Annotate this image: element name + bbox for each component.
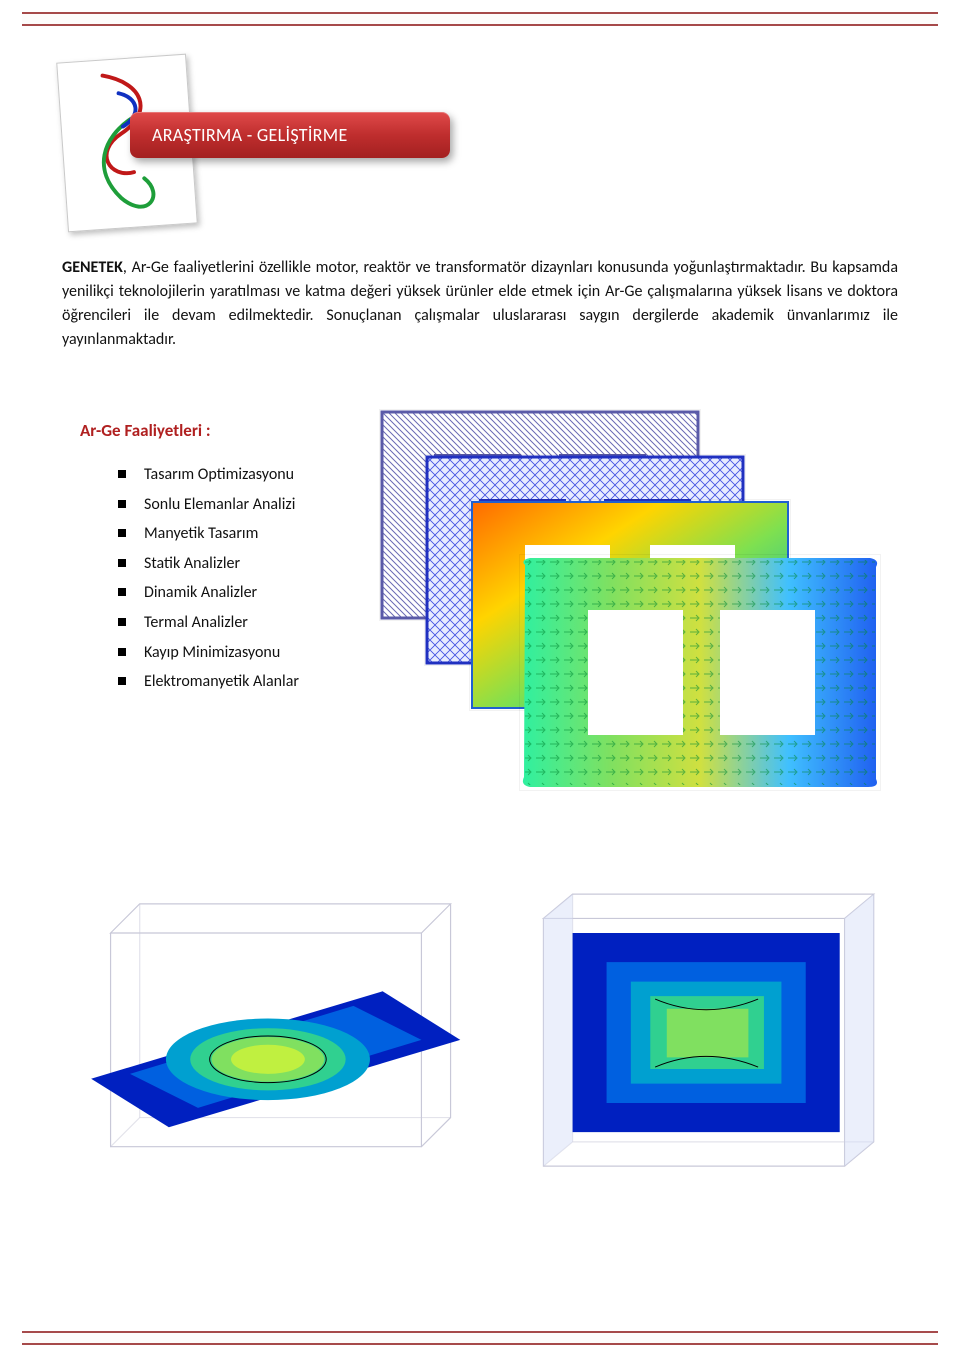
section-banner: ARAŞTIRMA - GELİŞTİRME: [130, 112, 450, 158]
banner-title: ARAŞTIRMA - GELİŞTİRME: [152, 124, 348, 146]
list-item: Kayıp Minimizasyonu: [118, 638, 299, 668]
fea-cascade-figure: [380, 410, 890, 800]
activities-list: Tasarım Optimizasyonu Sonlu Elemanlar An…: [118, 460, 299, 697]
intro-lead: GENETEK: [62, 258, 123, 277]
bottom-rule: [22, 1331, 938, 1345]
list-item: Termal Analizler: [118, 608, 299, 638]
list-item-label: Manyetik Tasarım: [144, 524, 258, 543]
list-item: Dinamik Analizler: [118, 578, 299, 608]
field-plot-left: [62, 870, 470, 1200]
list-item-label: Termal Analizler: [144, 613, 248, 632]
list-item: Sonlu Elemanlar Analizi: [118, 490, 299, 520]
list-item-label: Tasarım Optimizasyonu: [144, 465, 294, 484]
list-item: Tasarım Optimizasyonu: [118, 460, 299, 490]
list-item-label: Sonlu Elemanlar Analizi: [144, 495, 295, 514]
list-item-label: Dinamik Analizler: [144, 583, 257, 602]
list-item-label: Kayıp Minimizasyonu: [144, 643, 280, 662]
list-item-label: Elektromanyetik Alanlar: [144, 672, 299, 691]
top-rule: [22, 12, 938, 26]
field-plots-row: [62, 870, 898, 1200]
list-item: Statik Analizler: [118, 549, 299, 579]
fea-tile-4: [520, 555, 880, 790]
field-plot-right: [490, 870, 898, 1200]
list-item-label: Statik Analizler: [144, 554, 240, 573]
intro-paragraph: GENETEK, Ar-Ge faaliyetlerini özellikle …: [62, 256, 898, 352]
list-item: Manyetik Tasarım: [118, 519, 299, 549]
activities-heading: Ar-Ge Faaliyetleri :: [80, 420, 211, 441]
list-item: Elektromanyetik Alanlar: [118, 667, 299, 697]
intro-rest: , Ar-Ge faaliyetlerini özellikle motor, …: [62, 258, 898, 349]
